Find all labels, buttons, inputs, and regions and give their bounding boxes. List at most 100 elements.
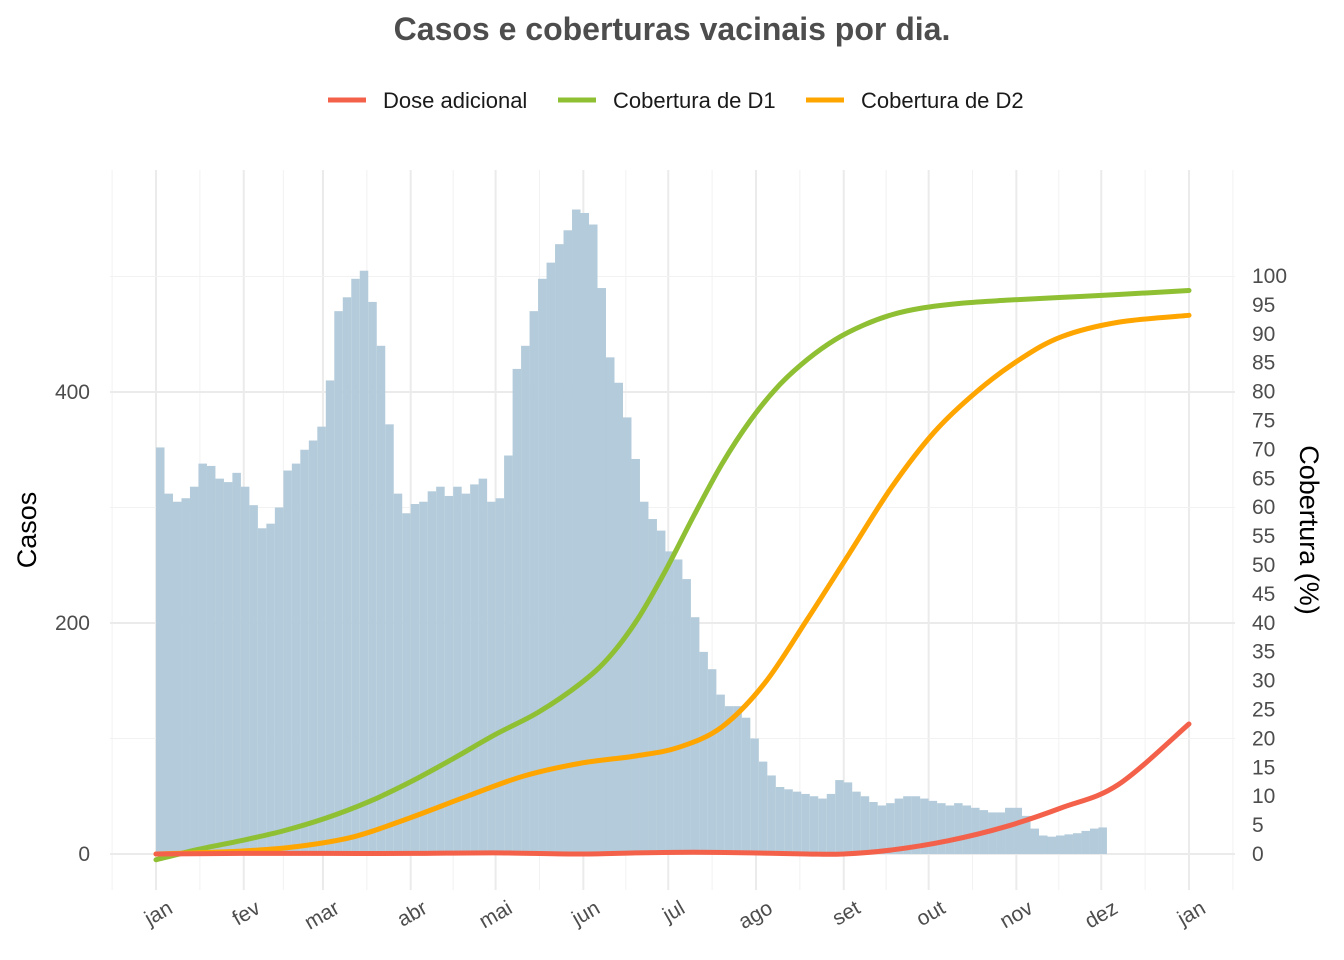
case-bar [826,793,836,854]
case-bar [792,791,802,854]
case-bar [274,507,284,854]
case-bar [156,447,165,854]
case-bar [894,798,904,854]
case-bar [911,796,921,854]
x-tick-label: mar [301,896,344,934]
case-bar [945,805,955,854]
case-bar [707,669,717,854]
case-bar [1022,815,1031,854]
case-bar [1013,807,1023,854]
case-bar [741,717,751,854]
case-bar [648,519,657,854]
y-left-axis-ticks: 0 200 400 [55,381,90,866]
y-right-tick-label: 60 [1252,496,1275,519]
case-bar [835,780,844,854]
case-bar [699,651,708,854]
case-bar [563,230,573,855]
case-bar [419,501,428,854]
case-bar [1089,828,1099,854]
case-bar [249,505,258,854]
y-right-tick-label: 5 [1252,814,1264,837]
case-bar [359,270,369,855]
x-tick-label: jul [658,896,689,927]
legend: Dose adicional Cobertura de D1 Cobertura… [328,88,1024,113]
case-bar [538,278,547,854]
case-bar [784,789,793,854]
case-bar [682,579,691,854]
x-tick-label: set [828,896,864,930]
y-right-tick-label: 75 [1252,410,1275,433]
case-bar [809,796,819,854]
case-bar [996,812,1006,854]
case-bar [1098,827,1107,854]
x-tick-label: fev [228,896,264,930]
y-left-tick-label: 200 [55,612,90,635]
case-bar [308,440,318,854]
case-bar [843,782,853,854]
legend-label-dose-adicional: Dose adicional [383,88,527,113]
case-bar [181,498,190,854]
y-left-tick-label: 400 [55,381,90,404]
case-bar [758,761,768,854]
case-bar [1005,807,1014,854]
x-tick-label: jun [567,896,604,930]
case-bar [189,486,199,854]
case-bar [750,738,759,854]
case-bar [1055,835,1065,854]
case-bar [283,470,292,854]
x-tick-label: jan [1173,896,1210,930]
case-bar [351,278,360,854]
case-bar [869,802,878,854]
y-right-tick-label: 45 [1252,583,1275,606]
y-right-axis-ticks: 0 5 10 15 20 25 30 35 40 45 50 55 60 65 70 75 80 85 90 95 10… [1252,265,1287,866]
y-right-tick-label: 95 [1252,294,1275,317]
case-bar [223,482,233,854]
case-bar [410,504,420,854]
case-bar [453,486,462,854]
case-bar [1081,830,1090,854]
x-tick-label: mai [475,896,516,933]
y-right-axis-title: Cobertura (%) [1294,445,1324,615]
case-bar [393,493,403,854]
legend-label-cobertura-d2: Cobertura de D2 [861,88,1024,113]
case-bar [733,706,742,854]
case-bar [673,559,683,854]
y-right-tick-label: 10 [1252,785,1275,808]
legend-label-cobertura-d1: Cobertura de D1 [613,88,776,113]
y-right-tick-label: 35 [1252,641,1275,664]
case-bar [376,345,386,854]
case-bar [470,484,479,854]
y-right-tick-label: 40 [1252,612,1275,635]
case-bar [164,493,173,854]
x-tick-label: ago [735,896,777,933]
y-right-tick-label: 90 [1252,323,1275,346]
case-bar [342,297,352,854]
case-bar [656,530,666,854]
coverage-lines [153,287,1192,863]
case-bar [257,528,267,854]
case-bar [597,288,606,854]
case-bar [436,486,445,854]
case-bar [852,791,861,854]
case-bar [724,706,734,854]
case-bar [1047,836,1056,854]
case-bar [631,458,640,854]
x-tick-label: abr [393,896,431,931]
case-bar [478,478,488,854]
case-bar [266,523,275,854]
y-right-tick-label: 15 [1252,756,1275,779]
x-tick-label: nov [996,896,1037,933]
case-bar [775,787,785,854]
case-bar [495,498,505,854]
case-bar [767,775,776,854]
case-bar [487,501,496,854]
case-bar [232,472,241,854]
case-bar [317,426,326,854]
case-bar [427,491,437,854]
y-right-tick-label: 25 [1252,699,1275,722]
case-bar [937,803,946,854]
case-bar [325,380,335,854]
line-dose-adicional [153,721,1192,857]
case-bar [215,478,224,854]
case-bar [1072,833,1082,854]
